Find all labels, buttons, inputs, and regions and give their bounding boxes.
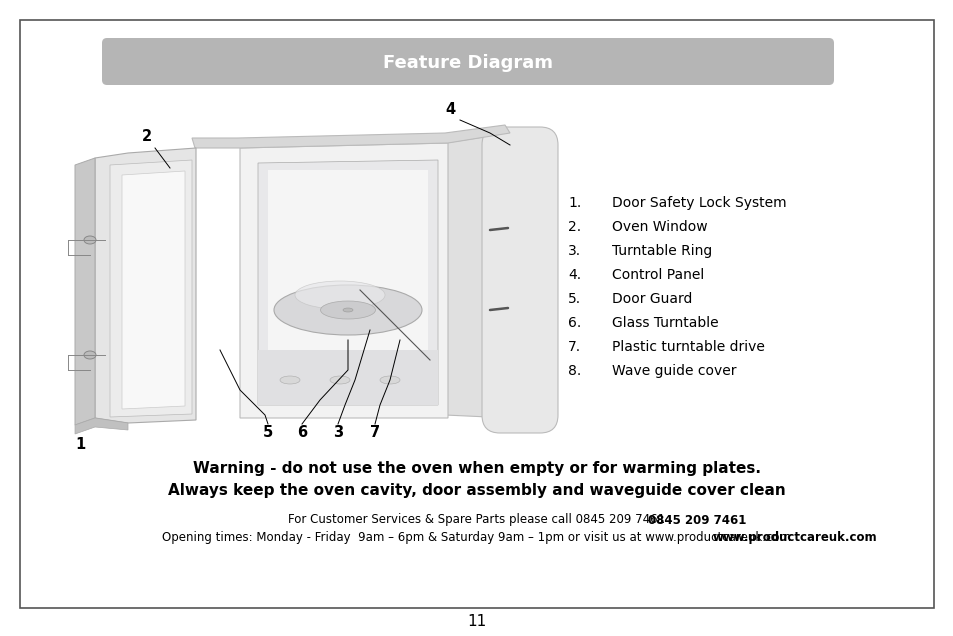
Text: 11: 11 — [467, 614, 486, 630]
Text: 2.: 2. — [567, 220, 580, 234]
Polygon shape — [240, 143, 448, 418]
Text: Wave guide cover: Wave guide cover — [612, 364, 736, 378]
Text: Door Safety Lock System: Door Safety Lock System — [612, 196, 786, 210]
Polygon shape — [257, 160, 437, 405]
Ellipse shape — [274, 285, 421, 335]
FancyBboxPatch shape — [102, 38, 833, 85]
Polygon shape — [110, 160, 192, 417]
Polygon shape — [95, 148, 195, 423]
Text: 6: 6 — [296, 425, 307, 440]
Text: www.productcareuk.com: www.productcareuk.com — [712, 532, 877, 544]
Ellipse shape — [84, 351, 96, 359]
Text: 8.: 8. — [567, 364, 580, 378]
Ellipse shape — [84, 236, 96, 244]
Polygon shape — [192, 125, 510, 148]
FancyBboxPatch shape — [481, 127, 558, 433]
FancyBboxPatch shape — [268, 170, 428, 395]
Polygon shape — [75, 418, 128, 434]
Text: Always keep the oven cavity, door assembly and waveguide cover clean: Always keep the oven cavity, door assemb… — [168, 483, 785, 497]
Text: Door Guard: Door Guard — [612, 292, 692, 306]
Text: Feature Diagram: Feature Diagram — [382, 54, 553, 72]
Text: 3: 3 — [333, 425, 343, 440]
Polygon shape — [444, 133, 537, 418]
Text: Plastic turntable drive: Plastic turntable drive — [612, 340, 764, 354]
Text: 4: 4 — [444, 102, 455, 117]
Text: For Customer Services & Spare Parts please call 0845 209 7461: For Customer Services & Spare Parts plea… — [288, 513, 665, 527]
Text: Turntable Ring: Turntable Ring — [612, 244, 712, 258]
Text: 0845 209 7461: 0845 209 7461 — [647, 513, 745, 527]
Text: 1.: 1. — [567, 196, 580, 210]
Text: 5: 5 — [263, 425, 273, 440]
Text: 7.: 7. — [567, 340, 580, 354]
Text: Warning - do not use the oven when empty or for warming plates.: Warning - do not use the oven when empty… — [193, 460, 760, 476]
Text: 5.: 5. — [567, 292, 580, 306]
Text: 2: 2 — [142, 129, 152, 144]
Text: 7: 7 — [370, 425, 379, 440]
Ellipse shape — [320, 301, 375, 319]
Text: Glass Turntable: Glass Turntable — [612, 316, 718, 330]
Text: 1: 1 — [74, 437, 85, 452]
Ellipse shape — [379, 376, 399, 384]
Polygon shape — [257, 350, 437, 405]
Ellipse shape — [280, 376, 299, 384]
Polygon shape — [75, 158, 95, 425]
Polygon shape — [122, 171, 185, 409]
Text: Control Panel: Control Panel — [612, 268, 703, 282]
Ellipse shape — [330, 376, 350, 384]
Text: 4.: 4. — [567, 268, 580, 282]
Text: 6.: 6. — [567, 316, 580, 330]
Ellipse shape — [343, 308, 353, 312]
Text: 3.: 3. — [567, 244, 580, 258]
Ellipse shape — [294, 281, 385, 309]
Text: Oven Window: Oven Window — [612, 220, 707, 234]
Text: Opening times: Monday - Friday  9am – 6pm & Saturday 9am – 1pm or visit us at ww: Opening times: Monday - Friday 9am – 6pm… — [162, 532, 791, 544]
